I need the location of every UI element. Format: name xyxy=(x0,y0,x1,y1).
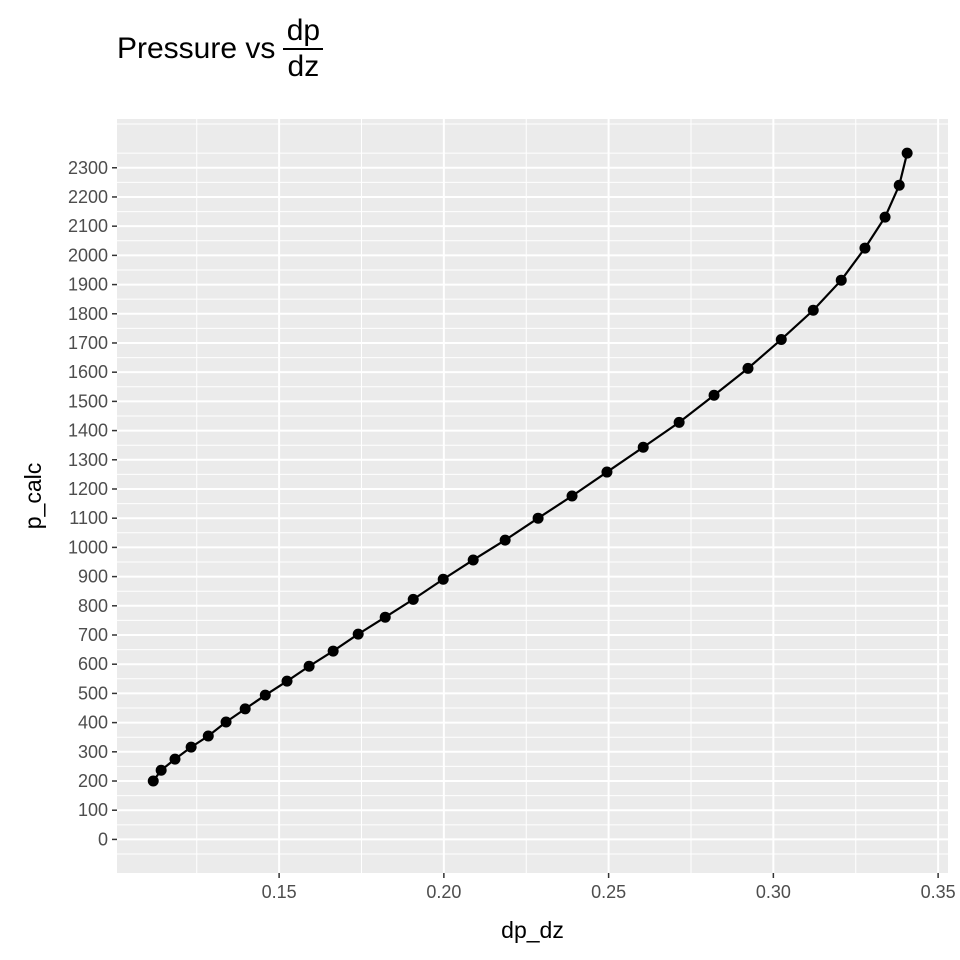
data-point xyxy=(859,242,871,254)
data-point xyxy=(202,730,214,742)
y-tick-label: 1600 xyxy=(68,362,108,382)
y-tick-label: 1900 xyxy=(68,275,108,295)
y-tick-label: 1700 xyxy=(68,333,108,353)
chart-title-text: Pressure vs xyxy=(117,32,276,65)
y-tick-label: 500 xyxy=(78,683,108,703)
y-tick-label: 0 xyxy=(98,829,108,849)
y-tick-label: 1400 xyxy=(68,421,108,441)
data-point xyxy=(499,534,511,546)
data-point xyxy=(259,689,271,701)
data-point xyxy=(303,660,315,672)
fraction-numerator: dp xyxy=(286,14,321,47)
y-tick-label: 1800 xyxy=(68,304,108,324)
data-point xyxy=(879,211,891,223)
y-tick-label: 300 xyxy=(78,742,108,762)
data-point xyxy=(893,179,905,191)
data-point xyxy=(807,304,819,316)
data-point xyxy=(281,675,293,687)
x-axis-label: dp_dz xyxy=(501,917,564,943)
y-tick-label: 900 xyxy=(78,567,108,587)
y-tick-label: 1300 xyxy=(68,450,108,470)
data-point xyxy=(601,466,613,478)
y-tick-label: 2100 xyxy=(68,216,108,236)
y-tick-label: 700 xyxy=(78,625,108,645)
data-point xyxy=(327,645,339,657)
data-point xyxy=(742,362,754,374)
data-point xyxy=(835,274,847,286)
x-tick-label: 0.20 xyxy=(426,882,461,902)
data-point xyxy=(220,716,232,728)
y-tick-label: 1100 xyxy=(69,508,108,528)
data-point xyxy=(352,628,364,640)
y-tick-label: 2000 xyxy=(68,245,108,265)
fraction-bar xyxy=(283,48,324,50)
data-point xyxy=(407,593,419,605)
data-point xyxy=(239,703,251,715)
fraction-denominator: dz xyxy=(287,50,320,83)
y-tick-label: 600 xyxy=(78,654,108,674)
y-tick-label: 400 xyxy=(78,713,108,733)
y-axis-label: p_calc xyxy=(20,463,46,529)
y-tick-label: 1500 xyxy=(68,391,108,411)
y-tick-label: 1000 xyxy=(68,537,108,557)
x-tick-label: 0.15 xyxy=(262,882,297,902)
x-tick-label: 0.30 xyxy=(756,882,791,902)
data-point xyxy=(147,775,159,787)
y-tick-label: 200 xyxy=(78,771,108,791)
plot-panel xyxy=(117,119,948,873)
data-point xyxy=(901,147,913,159)
data-point xyxy=(169,753,181,765)
x-tick-label: 0.35 xyxy=(921,882,956,902)
data-point xyxy=(467,554,479,566)
y-tick-label: 1200 xyxy=(68,479,108,499)
y-tick-label: 2300 xyxy=(68,158,108,178)
data-point xyxy=(532,512,544,524)
title-fraction: dp dz xyxy=(283,14,324,84)
y-tick-label: 100 xyxy=(78,800,108,820)
data-point xyxy=(155,764,167,776)
y-tick-label: 2200 xyxy=(68,187,108,207)
data-point xyxy=(566,490,578,502)
data-point xyxy=(708,389,720,401)
data-point xyxy=(379,611,391,623)
data-point xyxy=(437,573,449,585)
data-point xyxy=(185,741,197,753)
data-point xyxy=(673,416,685,428)
data-point xyxy=(637,441,649,453)
chart-title: Pressure vs dp dz xyxy=(117,14,324,84)
data-point xyxy=(775,333,787,345)
x-tick-label: 0.25 xyxy=(591,882,626,902)
y-tick-label: 800 xyxy=(78,596,108,616)
